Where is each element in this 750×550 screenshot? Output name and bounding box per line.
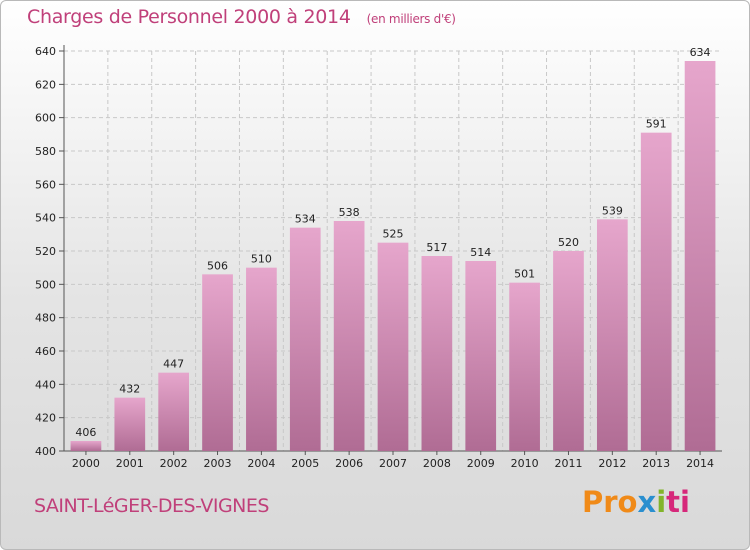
value-label-2012: 539	[602, 204, 623, 217]
logo-part-4: ti	[666, 485, 690, 519]
bar-2004	[246, 267, 277, 451]
chart-subtitle: (en milliers d'€)	[366, 12, 456, 26]
value-label-2006: 538	[339, 206, 360, 219]
x-tick-label-2001: 2001	[116, 457, 144, 470]
value-label-2002: 447	[163, 358, 184, 371]
value-label-2011: 520	[558, 236, 579, 249]
chart-title: Charges de Personnel 2000 à 2014 (en mill…	[27, 6, 456, 28]
bar-2008	[421, 256, 453, 451]
x-tick-label-2009: 2009	[467, 457, 495, 470]
bar-2001	[114, 397, 146, 451]
x-tick-label-2008: 2008	[423, 457, 451, 470]
y-tick-label: 620	[35, 78, 56, 91]
bar-2002	[158, 372, 190, 451]
y-tick-label: 400	[35, 445, 56, 458]
commune-name: SAINT-LéGER-DES-VIGNES	[34, 495, 269, 517]
bar-2007	[377, 242, 409, 451]
y-tick-label: 500	[35, 278, 56, 291]
logo-part-3: i	[656, 485, 667, 519]
y-tick-label: 560	[35, 178, 56, 191]
x-tick-label-2010: 2010	[511, 457, 539, 470]
x-tick-label-2002: 2002	[160, 457, 188, 470]
bar-2010	[509, 282, 540, 451]
logo-part-1: Pro	[582, 485, 638, 519]
x-tick-label-2014: 2014	[686, 457, 714, 470]
bars	[70, 61, 716, 451]
value-labels: 406 432 447 506 510 534 538 525 517 514 501 520 539 5…	[75, 46, 710, 439]
x-tick-label-2006: 2006	[335, 457, 363, 470]
bar-2013	[640, 132, 672, 451]
x-tick-label-2011: 2011	[554, 457, 582, 470]
bar-2003	[202, 274, 233, 451]
value-label-2013: 591	[646, 118, 667, 131]
bar-2012	[596, 219, 628, 451]
bar-2014	[684, 61, 716, 451]
y-tick-label: 600	[35, 112, 56, 125]
x-tick-label-2005: 2005	[291, 457, 319, 470]
chart-title-text: Charges de Personnel 2000 à 2014	[27, 6, 351, 28]
y-tick-label: 640	[35, 45, 56, 58]
value-label-2014: 634	[690, 46, 711, 59]
bar-2000	[70, 441, 102, 451]
value-label-2004: 510	[251, 253, 272, 266]
x-tick-label-2013: 2013	[642, 457, 670, 470]
proxiti-logo: Proxiti	[582, 485, 690, 519]
value-label-2008: 517	[426, 241, 447, 254]
y-tick-label: 520	[35, 245, 56, 258]
value-label-2009: 514	[470, 246, 491, 259]
bar-2011	[553, 251, 584, 451]
bar-2005	[289, 227, 321, 451]
bar-2009	[465, 261, 497, 451]
value-label-2005: 534	[295, 213, 316, 226]
value-label-2007: 525	[383, 228, 404, 241]
y-tick-label: 420	[35, 412, 56, 425]
y-tick-label: 460	[35, 345, 56, 358]
x-tick-label-2004: 2004	[247, 457, 275, 470]
tick-labels: 400 420 440 460 480 500 520 540 560 580 600 620 640 2…	[35, 45, 714, 470]
y-tick-label: 480	[35, 312, 56, 325]
x-tick-label-2012: 2012	[598, 457, 626, 470]
value-label-2010: 501	[514, 268, 535, 281]
bar-2006	[333, 221, 365, 451]
x-tick-label-2003: 2003	[204, 457, 232, 470]
x-tick-label-2000: 2000	[72, 457, 100, 470]
y-tick-label: 540	[35, 212, 56, 225]
value-label-2003: 506	[207, 259, 228, 272]
value-label-2001: 432	[119, 383, 140, 396]
value-label-2000: 406	[75, 426, 96, 439]
y-tick-label: 440	[35, 378, 56, 391]
x-tick-label-2007: 2007	[379, 457, 407, 470]
logo-part-2: x	[637, 485, 657, 519]
y-tick-label: 580	[35, 145, 56, 158]
